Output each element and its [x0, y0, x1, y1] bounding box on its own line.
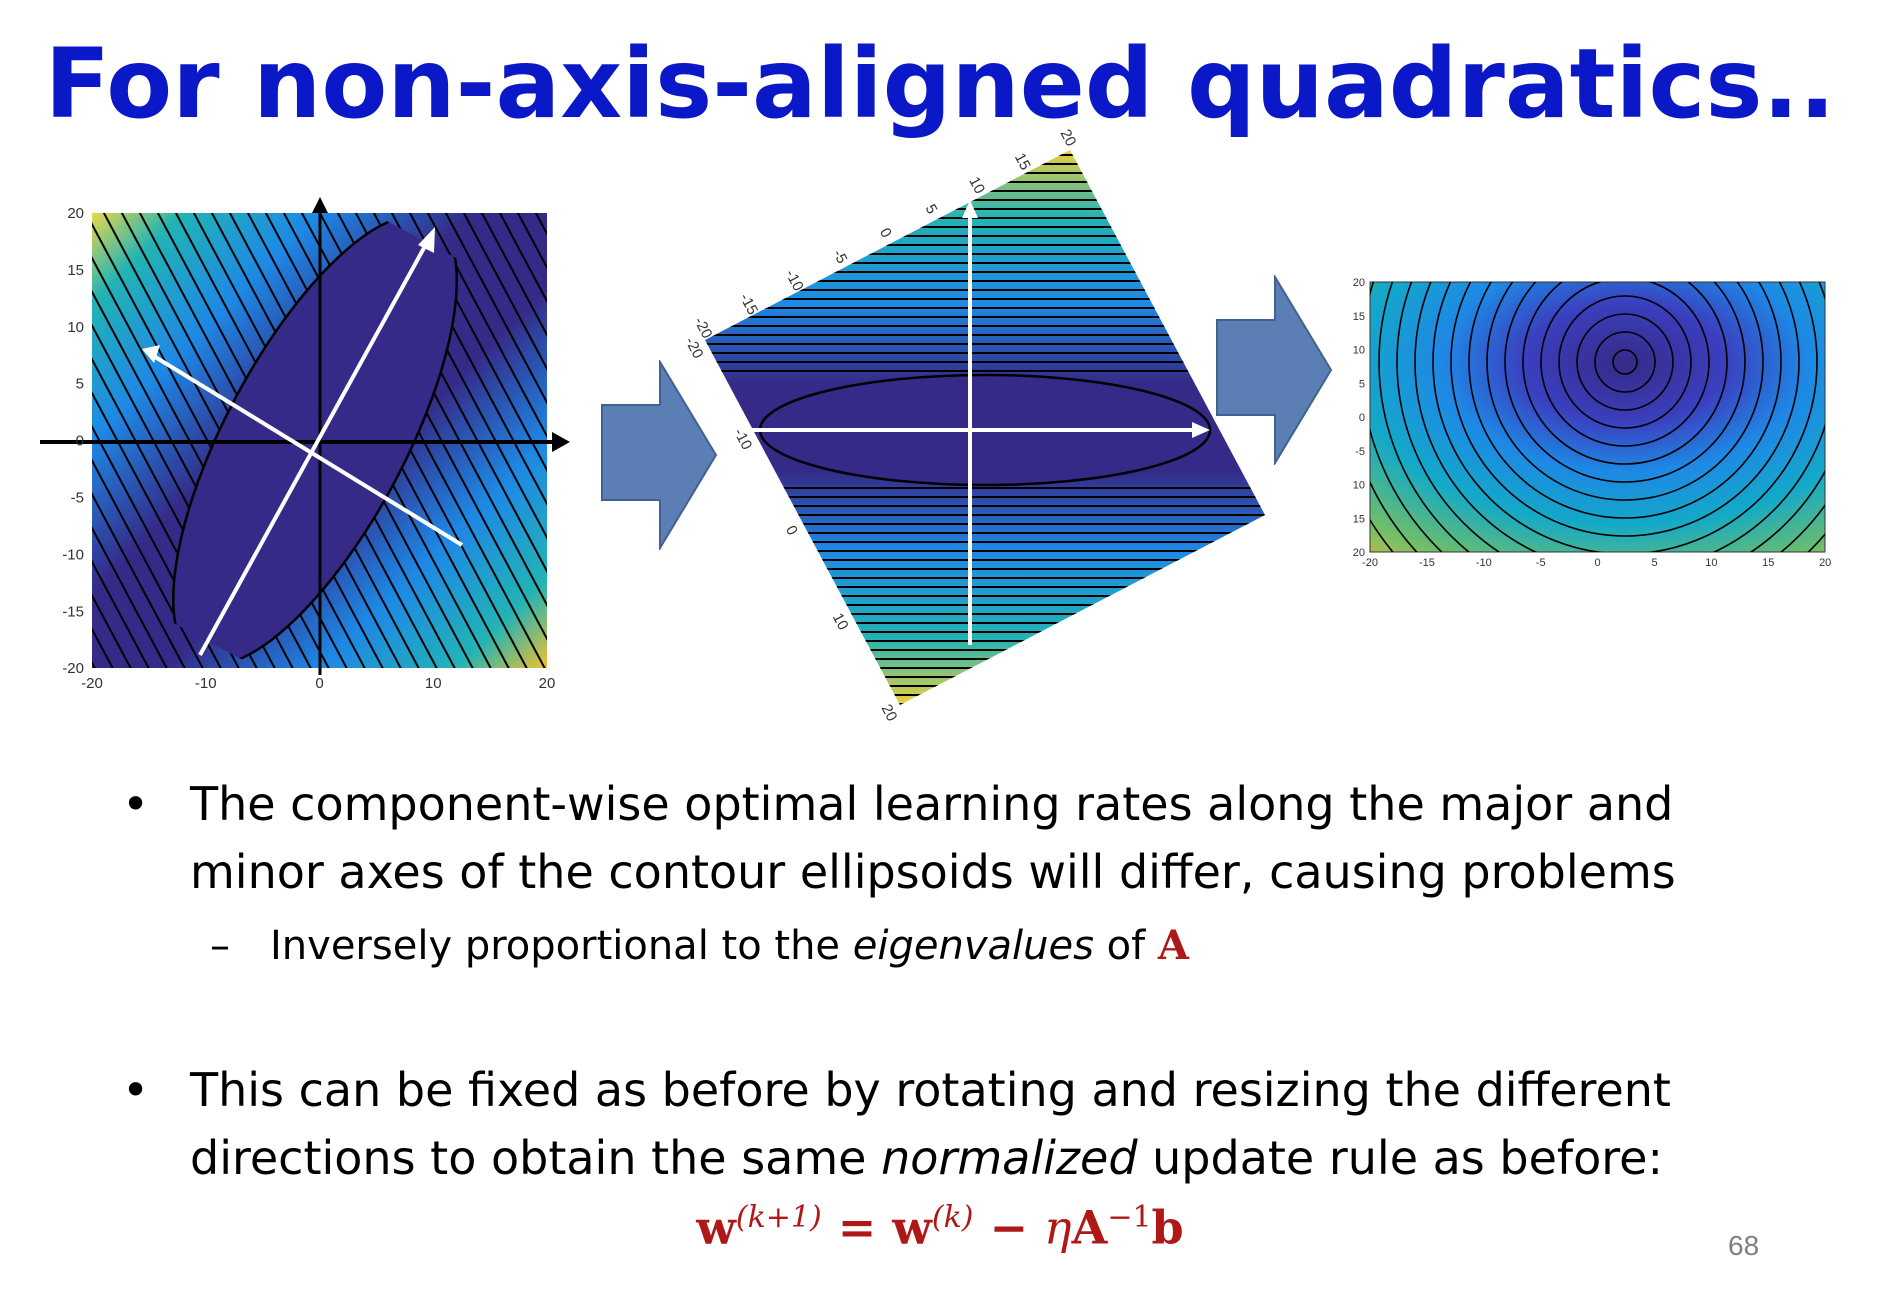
- y-tick-label: 15: [1353, 311, 1365, 323]
- bullet-list: • The component-wise optimal learning ra…: [110, 770, 1730, 1192]
- slide-title: For non-axis-aligned quadratics..: [44, 28, 1836, 140]
- y-tick-label: -20: [62, 660, 84, 677]
- left-edge-tick-label: 0: [782, 523, 801, 538]
- left-edge-tick-label: 10: [829, 610, 852, 633]
- y-tick-label: -5: [1355, 446, 1365, 458]
- matrix-a: A: [1157, 922, 1189, 969]
- y-tick-label: 20: [67, 205, 84, 222]
- x-tick-label: 20: [1819, 557, 1831, 569]
- y-tick-label: 10: [67, 319, 84, 336]
- sub-bullet-1: – Inversely proportional to the eigenval…: [110, 916, 1730, 976]
- y-tick-label: 5: [76, 376, 84, 393]
- bullet-text-1: The component-wise optimal learning rate…: [190, 777, 1676, 899]
- left-edge-tick-label: 20: [878, 702, 901, 725]
- page-number: 68: [1728, 1230, 1760, 1261]
- x-tick-label: -20: [81, 675, 103, 692]
- update-equation: w(k+1) = w(k) − ηA−1b: [696, 1200, 1184, 1255]
- y-tick-label: 15: [67, 262, 84, 279]
- y-tick-label: 0: [76, 433, 84, 450]
- y-tick-label: -5: [71, 490, 84, 507]
- y-tick-label: 10: [1353, 345, 1365, 357]
- bullet-marker: •: [122, 777, 150, 831]
- right-arrow-icon-2: [1216, 275, 1333, 465]
- top-edge-tick-label: 20: [1057, 127, 1080, 150]
- x-tick-label: 10: [425, 675, 442, 692]
- y-tick-label: 15: [1353, 513, 1365, 525]
- y-tick-label: -15: [62, 603, 84, 620]
- top-edge-tick-label: -5: [829, 247, 850, 267]
- y-tick-label: 5: [1359, 378, 1365, 390]
- x-tick-label: -15: [1419, 557, 1435, 569]
- y-tick-label: 20: [1353, 277, 1365, 289]
- x-tick-label: 20: [539, 675, 556, 692]
- contour-plot-circular: -20 -15 -10 -5 0 5 10 15 20 20 15 10 5 0 -5 10 15 20: [1353, 277, 1832, 569]
- top-edge-tick-label: 0: [876, 225, 895, 240]
- x-tick-label: -10: [195, 675, 217, 692]
- contour-plot-rotated: -20 -10 0 10 20 20 15 10 5 0 -5 -10 -15 -20: [40, 197, 570, 692]
- bullet-marker-2: •: [122, 1063, 150, 1117]
- x-tick-label: 0: [315, 675, 323, 692]
- x-tick-label: -20: [1362, 557, 1378, 569]
- right-arrow-icon: [601, 360, 718, 550]
- x-tick-label: -5: [1536, 557, 1546, 569]
- dash-marker: –: [210, 923, 230, 969]
- bullet-item-1: • The component-wise optimal learning ra…: [110, 770, 1730, 906]
- x-tick-label: 0: [1595, 557, 1601, 569]
- top-edge-tick-label: 5: [922, 201, 941, 216]
- top-edge-tick-label: 15: [1011, 150, 1034, 173]
- x-tick-label: 15: [1762, 557, 1774, 569]
- x-tick-label: 5: [1651, 557, 1657, 569]
- x-tick-label: 10: [1705, 557, 1717, 569]
- y-tick-label: 0: [1359, 412, 1365, 424]
- bullet-item-2: • This can be fixed as before by rotatin…: [110, 1056, 1730, 1192]
- x-tick-label: -10: [1476, 557, 1492, 569]
- y-tick-label: -10: [62, 546, 84, 563]
- y-tick-label: 20: [1353, 547, 1365, 559]
- y-tick-label: 10: [1353, 480, 1365, 492]
- top-edge-tick-label: 10: [965, 174, 988, 197]
